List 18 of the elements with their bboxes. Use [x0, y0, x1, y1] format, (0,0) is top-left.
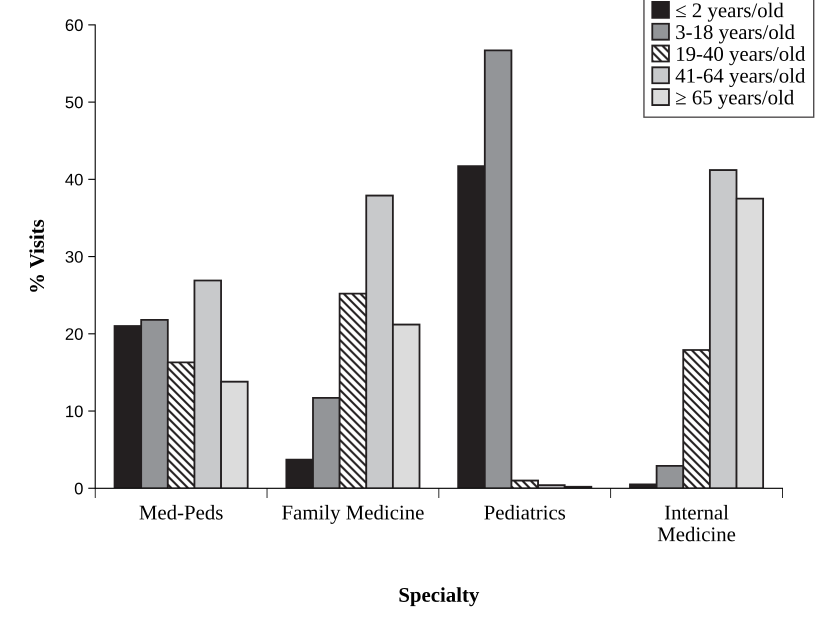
- y-tick-label: 20: [66, 328, 83, 340]
- y-tick-label: 30: [66, 250, 83, 263]
- y-tick-label: 50: [66, 96, 83, 108]
- x-tick-label: Med-Peds: [139, 504, 223, 520]
- x-tick-label: Internal Medicine: [658, 504, 736, 542]
- y-tick-label: 10: [66, 405, 83, 418]
- y-axis-title: % Visits: [29, 220, 44, 292]
- y-tick-label: 40: [65, 174, 83, 186]
- x-tick-label: Family Medicine: [282, 504, 424, 524]
- x-tick-label: Pediatrics: [484, 504, 566, 520]
- y-tick-label: 60: [66, 19, 83, 32]
- y-tick-label: 0: [74, 482, 83, 494]
- legend-label: 3-18 years/old: [676, 24, 795, 44]
- legend-label: 19-40 years/old: [677, 46, 806, 66]
- x-axis-title: Specialty: [399, 587, 480, 606]
- legend-label: ≥ 65 years/old: [676, 90, 794, 109]
- legend-label: 41-64 years/old: [676, 68, 806, 88]
- legend-label: ≤ 2 years/old: [676, 2, 784, 22]
